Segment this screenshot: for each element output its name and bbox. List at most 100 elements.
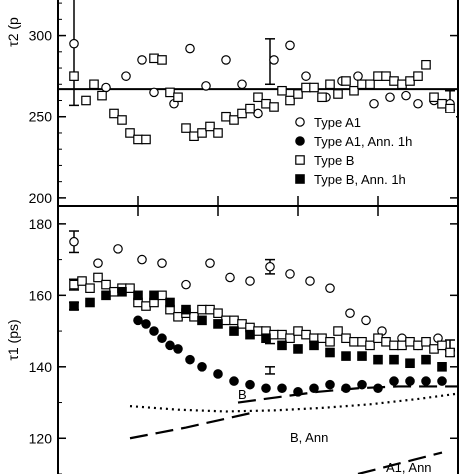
data-point (421, 336, 431, 347)
data-point (325, 283, 335, 293)
data-point (117, 286, 127, 297)
data-point (285, 95, 295, 106)
data-point (429, 344, 439, 354)
data-point (157, 55, 167, 65)
data-point (277, 329, 287, 340)
data-point (229, 315, 239, 326)
data-point (137, 254, 147, 265)
data-point (85, 297, 95, 308)
legend-marker (295, 117, 305, 127)
data-point (445, 103, 455, 114)
data-point (333, 89, 343, 99)
data-point (413, 340, 423, 351)
data-point (293, 344, 303, 354)
data-point (133, 290, 143, 301)
data-point (225, 272, 235, 283)
data-point (149, 53, 159, 64)
data-point (141, 301, 151, 311)
data-point (221, 55, 231, 65)
data-point (445, 347, 455, 358)
y-tick-label: 140 (29, 359, 53, 375)
data-point (221, 315, 231, 326)
curve-annotation: B (238, 387, 247, 402)
data-point (317, 92, 327, 103)
data-point (181, 304, 191, 315)
data-point (345, 308, 355, 318)
data-point (141, 319, 151, 329)
y-tick-label: 160 (29, 287, 53, 303)
data-point (205, 121, 215, 132)
top-panel: 200 250 300 τ2 (p (5, 0, 459, 206)
data-point (221, 111, 231, 122)
data-point (245, 379, 255, 390)
data-point (357, 336, 367, 347)
data-point (373, 354, 383, 365)
data-point (173, 311, 183, 322)
data-point (185, 43, 195, 54)
data-point (397, 340, 407, 351)
data-point (357, 351, 367, 361)
data-point (381, 336, 391, 347)
data-point (245, 103, 255, 114)
data-point (173, 92, 183, 103)
data-point (437, 98, 447, 109)
fit-curve-1 (237, 385, 458, 404)
data-point (369, 98, 379, 109)
data-point (229, 376, 239, 386)
data-point (389, 354, 399, 365)
fit-curve-3 (357, 451, 443, 474)
data-point (69, 279, 79, 290)
data-point (265, 261, 275, 272)
data-point (253, 108, 263, 119)
data-point (325, 336, 335, 347)
data-point (121, 71, 131, 81)
y-tick-label: 250 (29, 109, 53, 125)
data-point (413, 98, 423, 109)
data-point (261, 383, 271, 394)
legend-marker (295, 136, 305, 146)
data-point (201, 81, 211, 91)
data-point (261, 98, 271, 109)
data-point (421, 354, 431, 365)
data-point (93, 258, 103, 268)
data-point (69, 71, 79, 81)
legend-label: Type A1, Ann. 1h (314, 134, 412, 149)
data-point (149, 87, 159, 98)
data-point (213, 369, 223, 379)
data-point (293, 326, 303, 336)
data-point (229, 115, 239, 125)
data-point (113, 244, 123, 254)
data-point (237, 319, 247, 329)
data-point (157, 290, 167, 301)
data-point (341, 351, 351, 361)
data-point (429, 92, 439, 103)
data-point (165, 297, 175, 308)
data-point (305, 276, 315, 286)
data-point (361, 315, 371, 326)
data-point (253, 92, 263, 103)
data-point (353, 71, 363, 81)
data-point (437, 340, 447, 351)
data-point (285, 333, 295, 344)
data-point (197, 361, 207, 372)
data-point (109, 286, 119, 297)
data-point (101, 290, 111, 301)
bottom-panel: 120 140 160 180 τ1 (ps) B B, Ann A1, Ann (5, 205, 459, 474)
data-point (301, 82, 311, 93)
data-point (165, 87, 175, 98)
data-point (149, 326, 159, 336)
data-point (373, 71, 383, 81)
data-point (341, 383, 351, 394)
data-point (405, 358, 415, 369)
data-point (365, 79, 375, 90)
data-point (109, 108, 119, 119)
data-point (317, 333, 327, 344)
data-point (69, 301, 79, 311)
data-point (301, 71, 311, 81)
data-point (197, 315, 207, 326)
data-point (237, 79, 247, 90)
data-point (245, 329, 255, 340)
data-point (237, 108, 247, 119)
data-point (421, 59, 431, 70)
